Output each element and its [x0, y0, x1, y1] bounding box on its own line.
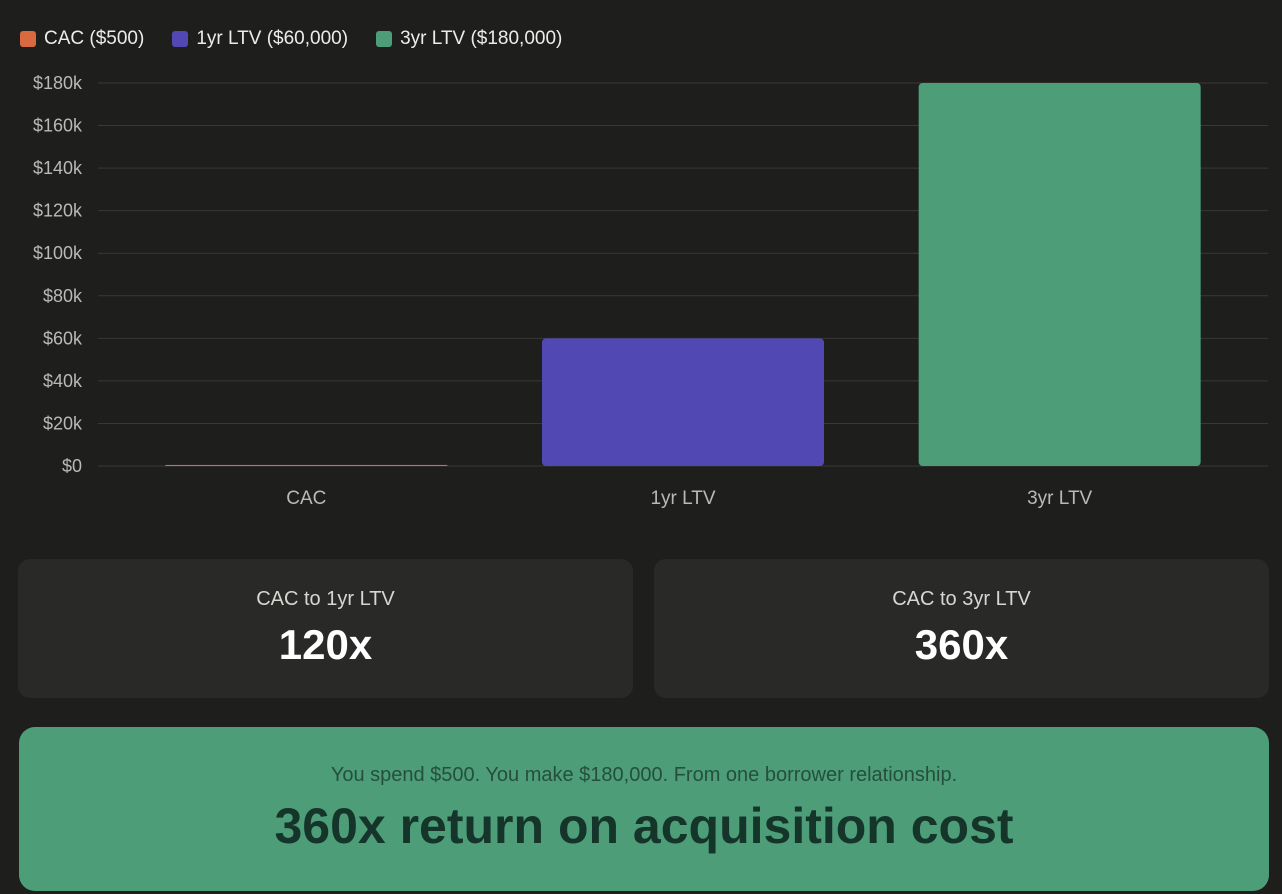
y-tick-label: $20k — [43, 413, 83, 433]
y-axis-ticks: $0 $20k $40k $60k $80k $100k $120k $140k $160k $1… — [33, 73, 83, 476]
bar-1yr-ltv[interactable] — [542, 338, 824, 466]
stat-card-3yr: CAC to 3yr LTV 360x — [654, 559, 1269, 698]
stat-card-3yr-label: CAC to 3yr LTV — [892, 588, 1031, 610]
stat-card-1yr-value: 120x — [278, 621, 373, 668]
y-tick-label: $100k — [33, 243, 83, 263]
bar-3yr-ltv[interactable] — [918, 83, 1201, 466]
summary-banner: You spend $500. You make $180,000. From … — [19, 727, 1269, 891]
legend-swatch-cac — [20, 31, 36, 47]
y-tick-label: $160k — [33, 116, 83, 136]
legend-swatch-3yr-ltv — [376, 31, 393, 47]
x-category-label: CAC — [286, 488, 326, 509]
y-tick-label: $120k — [33, 201, 83, 221]
x-axis-categories: CAC 1yr LTV 3yr LTV — [286, 488, 1092, 509]
bar-chart: $0 $20k $40k $60k $80k $100k $120k $140k $160k $1… — [33, 73, 1268, 509]
y-tick-label: $180k — [33, 73, 83, 93]
x-category-label: 3yr LTV — [1027, 488, 1092, 509]
banner-subtitle: You spend $500. You make $180,000. From … — [330, 763, 958, 786]
y-tick-label: $80k — [43, 286, 83, 306]
chart-legend: CAC ($500) 1yr LTV ($60,000) 3yr LTV ($1… — [20, 26, 562, 52]
banner-headline: 360x return on acquisition cost — [274, 797, 1014, 854]
stat-card-1yr: CAC to 1yr LTV 120x — [18, 559, 633, 698]
legend-item-3yr-ltv[interactable]: 3yr LTV ($180,000) — [376, 28, 562, 50]
legend-swatch-1yr-ltv — [172, 31, 189, 47]
y-tick-label: $0 — [62, 456, 82, 476]
legend-label-3yr-ltv: 3yr LTV ($180,000) — [400, 28, 563, 49]
x-category-label: 1yr LTV — [650, 488, 715, 509]
y-tick-label: $40k — [43, 371, 83, 391]
bars — [165, 83, 1201, 466]
stat-card-1yr-label: CAC to 1yr LTV — [256, 588, 395, 610]
y-tick-label: $140k — [33, 158, 83, 178]
legend-label-1yr-ltv: 1yr LTV ($60,000) — [196, 28, 349, 49]
stat-card-3yr-value: 360x — [914, 621, 1009, 668]
bar-cac[interactable] — [165, 464, 448, 466]
legend-item-cac[interactable]: CAC ($500) — [20, 28, 144, 50]
legend-item-1yr-ltv[interactable]: 1yr LTV ($60,000) — [172, 28, 348, 50]
legend-label-cac: CAC ($500) — [44, 28, 145, 49]
y-tick-label: $60k — [43, 328, 83, 348]
